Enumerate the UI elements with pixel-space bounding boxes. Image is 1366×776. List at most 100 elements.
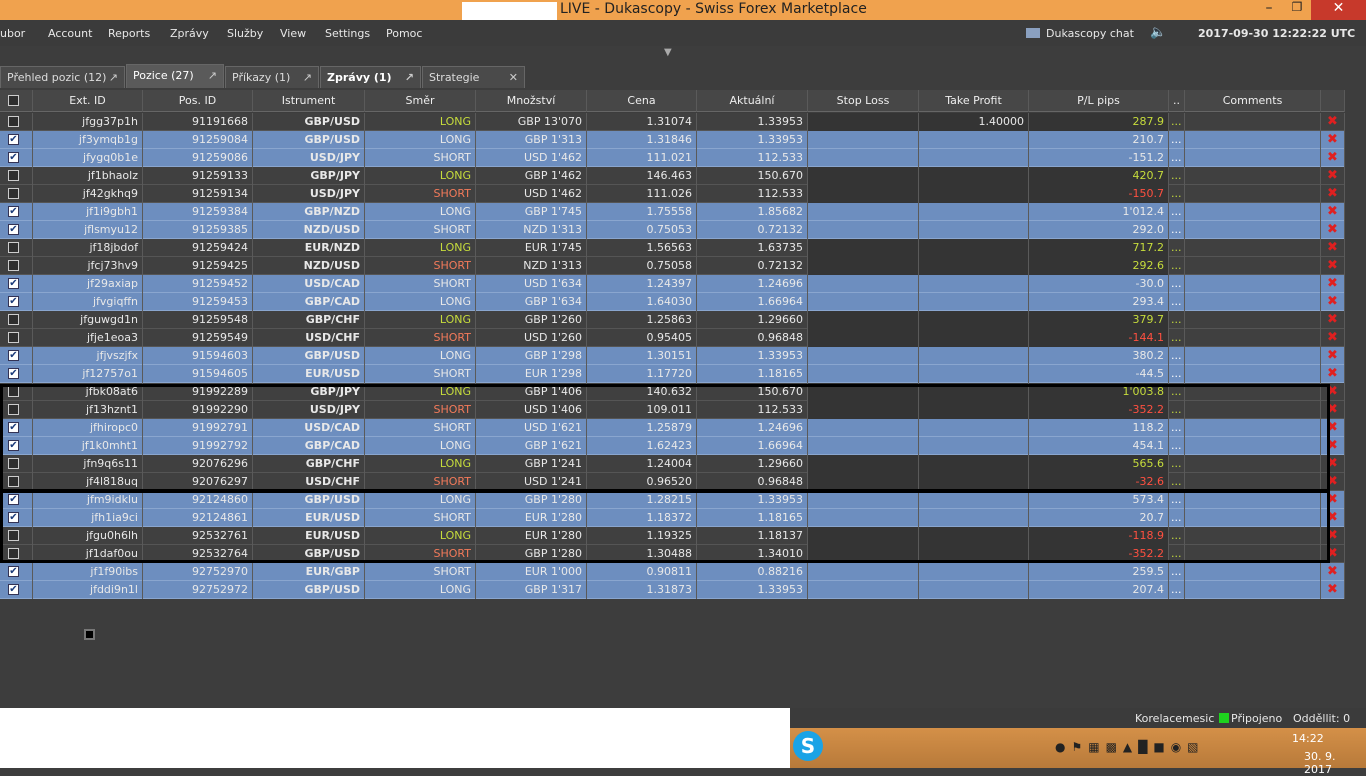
close-position-button[interactable]: ✖ [1321,455,1345,473]
comments-cell[interactable] [1185,203,1321,221]
comments-cell[interactable] [1185,527,1321,545]
menu-item[interactable]: ubor [0,27,26,40]
sound-icon[interactable]: 🔈 [1150,25,1167,40]
position-row[interactable]: ✔ jfm9idklu 92124860 GBP/USD LONG GBP 1'280 1.… [0,491,1345,509]
menu-item[interactable]: Pomoc [386,27,423,40]
more-cell[interactable]: ... [1169,293,1185,311]
close-position-button[interactable]: ✖ [1321,113,1345,131]
close-position-button[interactable]: ✖ [1321,491,1345,509]
comments-cell[interactable] [1185,311,1321,329]
row-checkbox[interactable] [8,476,19,487]
comments-cell[interactable] [1185,581,1321,599]
close-position-button[interactable]: ✖ [1321,347,1345,365]
close-position-button[interactable]: ✖ [1321,527,1345,545]
row-checkbox[interactable]: ✔ [8,350,19,361]
row-checkbox[interactable] [8,530,19,541]
comments-cell[interactable] [1185,329,1321,347]
row-checkbox[interactable]: ✔ [8,134,19,145]
close-position-button[interactable]: ✖ [1321,167,1345,185]
column-header[interactable]: Množství [476,90,587,112]
comments-cell[interactable] [1185,509,1321,527]
comments-cell[interactable] [1185,149,1321,167]
comments-cell[interactable] [1185,221,1321,239]
position-row[interactable]: jf42gkhq9 91259134 USD/JPY SHORT USD 1'462 11… [0,185,1345,203]
column-header[interactable]: Směr [365,90,476,112]
close-button[interactable]: ✕ [1311,0,1366,20]
comments-cell[interactable] [1185,437,1321,455]
comments-cell[interactable] [1185,383,1321,401]
row-checkbox[interactable] [8,170,19,181]
tab[interactable]: Strategie ✕ [422,66,525,88]
more-cell[interactable]: ... [1169,563,1185,581]
row-checkbox[interactable]: ✔ [8,512,19,523]
more-cell[interactable]: ... [1169,311,1185,329]
comments-cell[interactable] [1185,401,1321,419]
more-cell[interactable]: ... [1169,329,1185,347]
column-header[interactable]: Take Profit [919,90,1029,112]
minimize-button[interactable]: – [1265,0,1273,16]
close-position-button[interactable]: ✖ [1321,275,1345,293]
menu-item[interactable]: Reports [108,27,151,40]
column-header[interactable]: Ext. ID [33,90,143,112]
column-header[interactable]: Istrument [253,90,365,112]
position-row[interactable]: jf13hznt1 91992290 USD/JPY SHORT USD 1'406 10… [0,401,1345,419]
position-row[interactable]: jfbk08at6 91992289 GBP/JPY LONG GBP 1'406 140… [0,383,1345,401]
comments-cell[interactable] [1185,473,1321,491]
column-header[interactable]: P/L pips [1029,90,1169,112]
row-checkbox[interactable] [8,458,19,469]
close-position-button[interactable]: ✖ [1321,257,1345,275]
close-position-button[interactable]: ✖ [1321,383,1345,401]
row-checkbox[interactable] [8,314,19,325]
column-header[interactable]: .. [1169,90,1185,112]
row-checkbox[interactable]: ✔ [8,440,19,451]
row-checkbox[interactable]: ✔ [8,422,19,433]
position-row[interactable]: jfgg37p1h 91191668 GBP/USD LONG GBP 13'070 1.… [0,113,1345,131]
comments-cell[interactable] [1185,167,1321,185]
position-row[interactable]: ✔ jf3ymqb1g 91259084 GBP/USD LONG GBP 1'313 1.… [0,131,1345,149]
column-header[interactable]: Comments [1185,90,1321,112]
tab[interactable]: Přehled pozic (12) ↗ [0,66,125,88]
close-position-button[interactable]: ✖ [1321,419,1345,437]
position-row[interactable]: ✔ jfddi9n1l 92752972 GBP/USD LONG GBP 1'317 1.… [0,581,1345,599]
column-header[interactable]: Stop Loss [808,90,919,112]
position-row[interactable]: jfgu0h6lh 92532761 EUR/USD LONG EUR 1'280 1.1… [0,527,1345,545]
position-row[interactable]: ✔ jf1i9gbh1 91259384 GBP/NZD LONG GBP 1'745 1.… [0,203,1345,221]
close-position-button[interactable]: ✖ [1321,131,1345,149]
close-position-button[interactable]: ✖ [1321,437,1345,455]
comments-cell[interactable] [1185,293,1321,311]
close-position-button[interactable]: ✖ [1321,149,1345,167]
comments-cell[interactable] [1185,455,1321,473]
position-row[interactable]: jfguwgd1n 91259548 GBP/CHF LONG GBP 1'260 1.2… [0,311,1345,329]
tab[interactable]: Příkazy (1) ↗ [225,66,319,88]
position-row[interactable]: jf4l818uq 92076297 USD/CHF SHORT USD 1'241 0.… [0,473,1345,491]
detach-tab[interactable]: ↗ [207,69,217,82]
position-row[interactable]: jfn9q6s11 92076296 GBP/CHF LONG GBP 1'241 1.2… [0,455,1345,473]
position-row[interactable]: jfje1eoa3 91259549 USD/CHF SHORT USD 1'260 0.… [0,329,1345,347]
row-checkbox[interactable] [8,188,19,199]
position-row[interactable]: ✔ jfh1ia9ci 92124861 EUR/USD SHORT EUR 1'280 1… [0,509,1345,527]
more-cell[interactable]: ... [1169,167,1185,185]
tab[interactable]: Pozice (27) ↗ [126,64,224,88]
detach-tab[interactable]: ↗ [302,71,312,84]
position-row[interactable]: jf18jbdof 91259424 EUR/NZD LONG EUR 1'745 1.5… [0,239,1345,257]
row-checkbox[interactable] [8,242,19,253]
position-row[interactable]: jf1bhaolz 91259133 GBP/JPY LONG GBP 1'462 146… [0,167,1345,185]
position-row[interactable]: ✔ jf29axiap 91259452 USD/CAD SHORT USD 1'634 1… [0,275,1345,293]
more-cell[interactable]: ... [1169,527,1185,545]
position-row[interactable]: ✔ jflsmyu12 91259385 NZD/USD SHORT NZD 1'313 0… [0,221,1345,239]
column-header[interactable]: Aktuální [697,90,808,112]
comments-cell[interactable] [1185,491,1321,509]
more-cell[interactable]: ... [1169,383,1185,401]
row-checkbox[interactable] [8,116,19,127]
comments-cell[interactable] [1185,257,1321,275]
position-row[interactable]: ✔ jfjvszjfx 91594603 GBP/USD LONG GBP 1'298 1.… [0,347,1345,365]
position-row[interactable]: ✔ jfvgiqffn 91259453 GBP/CAD LONG GBP 1'634 1.… [0,293,1345,311]
position-row[interactable]: ✔ jf1k0mht1 91992792 GBP/CAD LONG GBP 1'621 1.… [0,437,1345,455]
comments-cell[interactable] [1185,419,1321,437]
more-cell[interactable]: ... [1169,185,1185,203]
close-position-button[interactable]: ✖ [1321,221,1345,239]
close-position-button[interactable]: ✖ [1321,581,1345,599]
more-cell[interactable]: ... [1169,257,1185,275]
menu-item[interactable]: Settings [325,27,371,40]
more-cell[interactable]: ... [1169,113,1185,131]
